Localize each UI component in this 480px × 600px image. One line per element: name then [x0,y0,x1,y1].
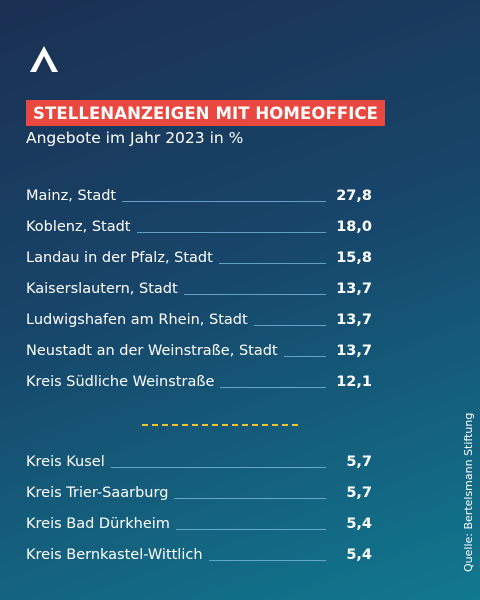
leader-line [220,387,326,388]
row-label: Kreis Südliche Weinstraße [26,373,215,390]
row-label: Kreis Bad Dürkheim [26,515,170,532]
table-row: Kaiserslautern, Stadt 13,7 [26,273,372,304]
row-value: 27,8 [336,187,372,204]
row-label: Neustadt an der Weinstraße, Stadt [26,342,278,359]
leader-line [175,529,326,530]
top-ranking-list: Mainz, Stadt 27,8 Koblenz, Stadt 18,0 Landau… [26,180,372,397]
row-label: Ludwigshafen am Rhein, Stadt [26,311,248,328]
table-row: Kreis Südliche Weinstraße 12,1 [26,366,372,397]
bottom-ranking-list: Kreis Kusel 5,7 Kreis Trier-Saarburg 5,7 Kre… [26,446,372,570]
row-label: Kreis Kusel [26,453,105,470]
leader-line [283,356,326,357]
table-row: Kreis Bad Dürkheim 5,4 [26,508,372,539]
chart-title-box: STELLENANZEIGEN MIT HOMEOFFICE [26,100,386,126]
table-row: Koblenz, Stadt 18,0 [26,211,372,242]
leader-line [208,560,326,561]
row-value: 5,7 [346,484,372,501]
table-row: Mainz, Stadt 27,8 [26,180,372,211]
row-value: 12,1 [336,373,372,390]
source-note: Quelle: Bertelsmann Stiftung [462,412,475,572]
row-label: Mainz, Stadt [26,187,117,204]
leader-line [122,201,326,202]
table-row: Landau in der Pfalz, Stadt 15,8 [26,242,372,273]
row-value: 5,7 [346,453,372,470]
row-label: Landau in der Pfalz, Stadt [26,249,213,266]
logo-icon [30,46,58,72]
leader-line [110,467,326,468]
leader-line [174,498,326,499]
row-value: 13,7 [336,311,372,328]
table-row: Neustadt an der Weinstraße, Stadt 13,7 [26,335,372,366]
row-label: Kreis Bernkastel-Wittlich [26,546,203,563]
row-value: 5,4 [346,515,372,532]
leader-line [136,232,326,233]
row-label: Koblenz, Stadt [26,218,131,235]
leader-line [183,294,326,295]
row-value: 13,7 [336,280,372,297]
row-label: Kaiserslautern, Stadt [26,280,178,297]
table-row: Kreis Trier-Saarburg 5,7 [26,477,372,508]
table-row: Kreis Bernkastel-Wittlich 5,4 [26,539,372,570]
dashed-separator [142,424,298,426]
row-value: 13,7 [336,342,372,359]
row-value: 5,4 [346,546,372,563]
leader-line [218,263,326,264]
row-label: Kreis Trier-Saarburg [26,484,169,501]
chart-subtitle: Angebote im Jahr 2023 in % [26,129,244,147]
table-row: Kreis Kusel 5,7 [26,446,372,477]
table-row: Ludwigshafen am Rhein, Stadt 13,7 [26,304,372,335]
row-value: 18,0 [336,218,372,235]
row-value: 15,8 [336,249,372,266]
chart-title: STELLENANZEIGEN MIT HOMEOFFICE [33,103,379,123]
leader-line [253,325,326,326]
